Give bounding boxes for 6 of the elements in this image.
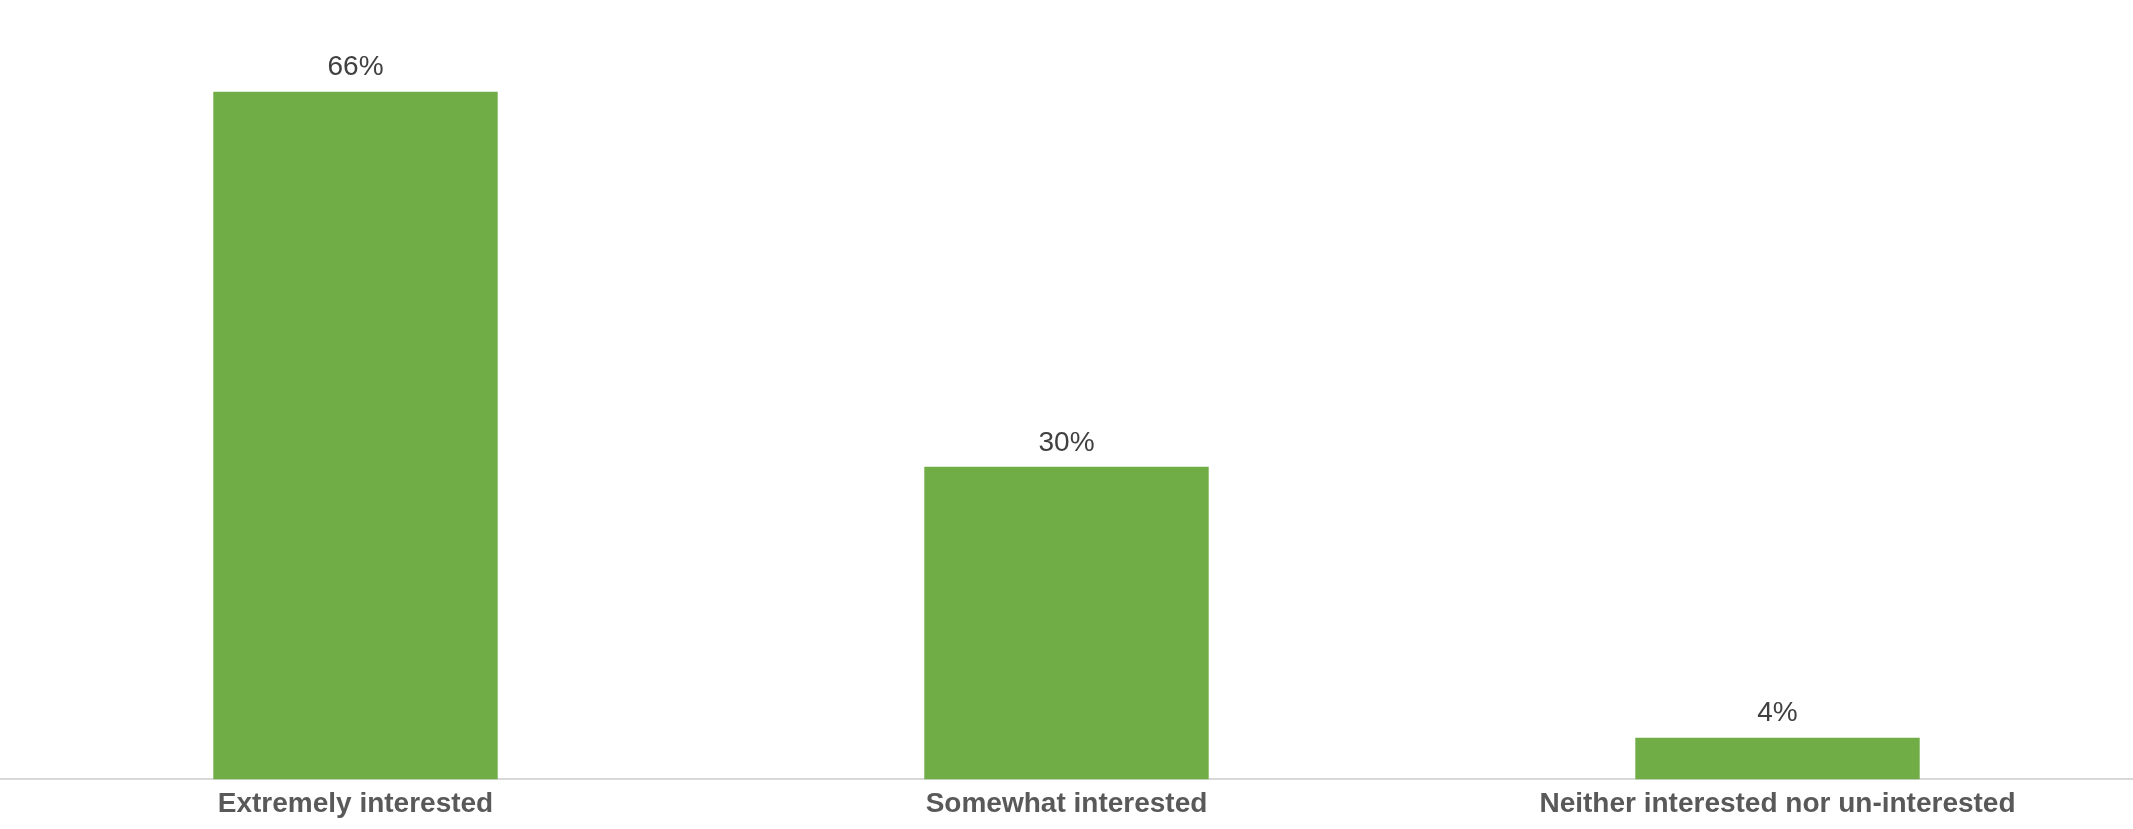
x-tick-label: Somewhat interested <box>925 786 1208 818</box>
x-tick-label: Neither interested nor un-interested <box>1539 786 2016 818</box>
data-label: 66% <box>327 50 384 82</box>
x-tick-label: Extremely interested <box>217 786 494 818</box>
data-label: 30% <box>1038 425 1095 457</box>
data-label: 4% <box>1757 696 1798 728</box>
